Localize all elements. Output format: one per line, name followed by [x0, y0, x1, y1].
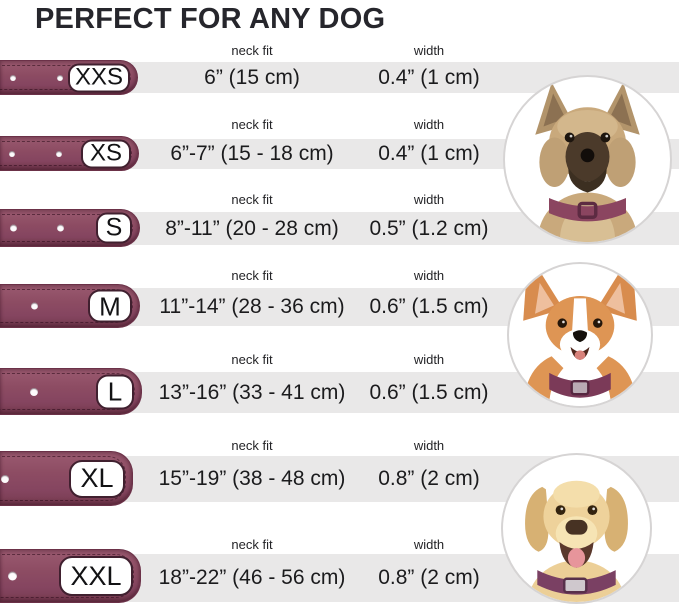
neck-fit-value: 8”-11” (20 - 28 cm) — [165, 217, 339, 240]
neck-fit-value: 6” (15 cm) — [204, 66, 300, 89]
neck-fit-value: 13”-16” (33 - 41 cm) — [158, 381, 346, 404]
terrier-photo — [535, 82, 640, 242]
collar-hole — [57, 74, 63, 81]
page-title: PERFECT FOR ANY DOG — [35, 3, 386, 35]
neck-fit-value: 15”-19” (38 - 48 cm) — [158, 467, 346, 490]
neck-fit-value: 11”-14” (28 - 36 cm) — [159, 295, 345, 318]
neck-fit-value: 18”-22” (46 - 56 cm) — [158, 566, 346, 589]
size-badge: XXL — [59, 556, 133, 596]
collar-stitching — [0, 554, 134, 598]
collar-hole — [31, 302, 38, 310]
size-label: XL — [80, 463, 114, 493]
size-label: XS — [89, 139, 122, 167]
width-header: width — [413, 268, 445, 283]
size-label: M — [99, 291, 121, 321]
width-value: 0.4” (1 cm) — [378, 142, 480, 165]
size-label: XXS — [74, 63, 124, 91]
terrier-photo-circle — [503, 75, 672, 244]
collar-hole — [8, 571, 17, 581]
neck-fit-header: neck fit — [231, 268, 273, 283]
collar-stitching — [0, 373, 135, 410]
width-header: width — [413, 192, 445, 207]
collar-stitching — [0, 65, 131, 90]
neck-fit-header: neck fit — [231, 43, 273, 58]
size-badge: XL — [69, 459, 125, 498]
width-value: 0.5” (1.2 cm) — [369, 217, 489, 240]
collar-graphic: S — [0, 209, 140, 247]
corgi-photo-circle — [507, 262, 653, 408]
collar-graphic: XS — [0, 136, 139, 171]
size-badge: M — [88, 289, 132, 323]
collar-stitching — [0, 456, 126, 501]
size-label: L — [107, 376, 123, 407]
width-header: width — [413, 43, 445, 58]
neck-fit-header: neck fit — [231, 192, 273, 207]
width-header: width — [413, 117, 445, 132]
collar-hole — [56, 150, 62, 157]
width-value: 0.8” (2 cm) — [378, 467, 480, 490]
labrador-photo — [525, 480, 628, 602]
size-badge: S — [96, 212, 132, 244]
width-header: width — [413, 438, 445, 453]
width-value: 0.4” (1 cm) — [378, 66, 480, 89]
collar-stitching — [0, 214, 133, 242]
size-label: S — [105, 213, 123, 242]
collar-graphic: XL — [0, 451, 133, 506]
collar-graphic: L — [0, 368, 142, 415]
size-label: XXL — [70, 560, 122, 591]
collar-graphic: XXL — [0, 549, 141, 603]
neck-fit-header: neck fit — [231, 117, 273, 132]
size-badge: XXS — [68, 63, 130, 92]
width-value: 0.8” (2 cm) — [378, 566, 480, 589]
collar-hole — [10, 224, 17, 232]
labrador-photo-circle — [501, 453, 652, 604]
width-header: width — [413, 537, 445, 552]
collar-hole — [57, 224, 64, 232]
collar-hole — [30, 387, 38, 396]
neck-fit-header: neck fit — [231, 537, 273, 552]
corgi-photo — [523, 271, 637, 406]
width-header: width — [413, 352, 445, 367]
collar-stitching — [0, 289, 133, 323]
collar-hole — [10, 74, 16, 81]
collar-stitching — [0, 141, 132, 166]
size-badge: L — [96, 374, 134, 409]
width-value: 0.6” (1.5 cm) — [369, 295, 489, 318]
collar-graphic: XXS — [0, 60, 138, 95]
collar-graphic: M — [0, 284, 140, 328]
neck-fit-header: neck fit — [231, 352, 273, 367]
collar-hole — [9, 150, 15, 157]
neck-fit-header: neck fit — [231, 438, 273, 453]
size-badge: XS — [81, 139, 131, 168]
neck-fit-value: 6”-7” (15 - 18 cm) — [170, 142, 334, 165]
width-value: 0.6” (1.5 cm) — [369, 381, 489, 404]
collar-hole — [1, 474, 9, 483]
